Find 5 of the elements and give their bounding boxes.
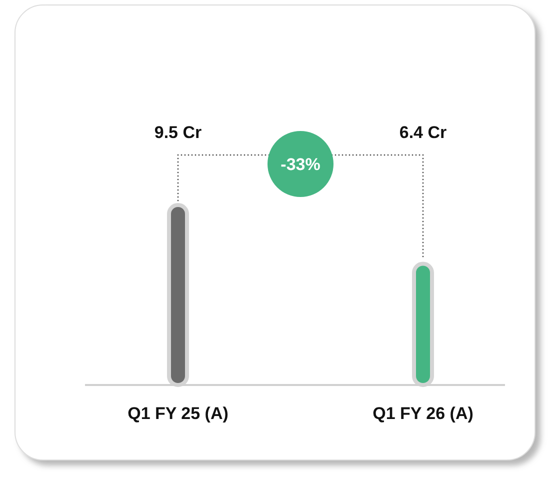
data-label: 9.5 Cr bbox=[154, 123, 202, 142]
data-label: 6.4 Cr bbox=[399, 123, 448, 142]
x-tick-label: Q1 FY 25 (A) bbox=[128, 404, 228, 423]
x-tick-label: Q1 FY 26 (A) bbox=[372, 404, 474, 423]
text: -33% bbox=[280, 155, 320, 174]
